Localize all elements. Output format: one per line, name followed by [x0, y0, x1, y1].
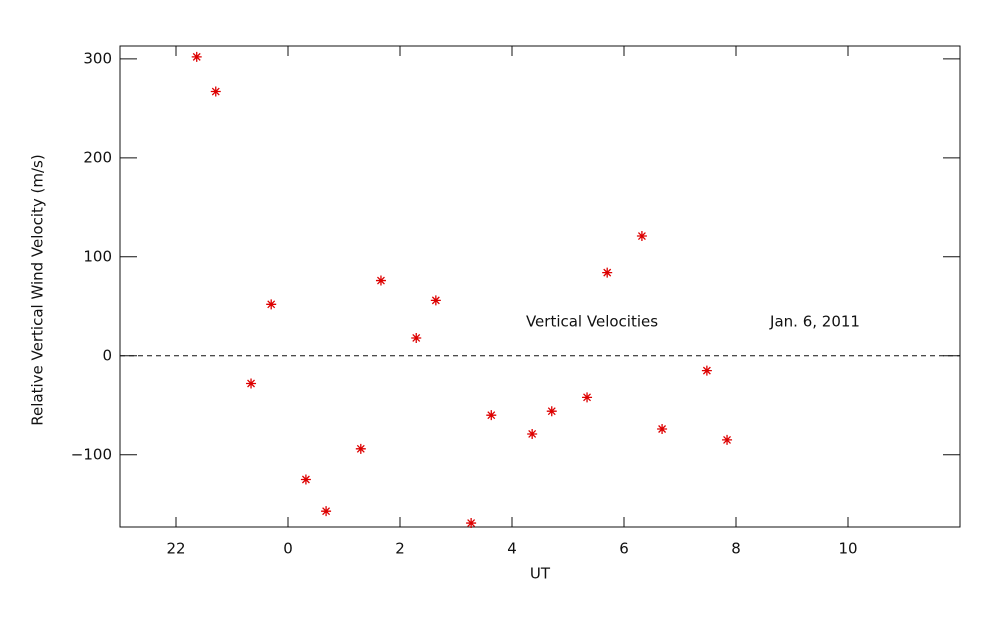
point: [701, 365, 712, 376]
point: [636, 231, 647, 242]
annotation: Vertical Velocities: [526, 313, 658, 331]
point: [546, 406, 557, 417]
x-tick-label: 2: [395, 540, 405, 558]
point: [466, 518, 477, 529]
x-axis-label: UT: [530, 565, 551, 583]
point: [582, 392, 593, 403]
point: [191, 51, 202, 62]
point: [430, 295, 441, 306]
annotation: Jan. 6, 2011: [769, 313, 860, 331]
point: [602, 267, 613, 278]
y-axis-label: Relative Vertical Wind Velocity (m/s): [29, 154, 47, 425]
point: [246, 378, 257, 389]
point: [300, 474, 311, 485]
point: [375, 275, 386, 286]
point: [355, 443, 366, 454]
plot-frame: [119, 45, 961, 528]
x-tick-label: 8: [731, 540, 741, 558]
x-tick-label: 10: [838, 540, 857, 558]
point: [486, 410, 497, 421]
point: [411, 332, 422, 343]
y-tick-label: −100: [71, 445, 112, 463]
x-tick-label: 0: [283, 540, 293, 558]
point: [722, 434, 733, 445]
y-tick-label: 200: [83, 148, 112, 166]
x-tick-label: 4: [507, 540, 517, 558]
y-tick-label: 0: [102, 346, 112, 364]
point: [657, 424, 668, 435]
point: [321, 506, 332, 517]
y-tick-label: 300: [83, 49, 112, 67]
x-tick-label: 22: [166, 540, 185, 558]
y-tick-label: 100: [83, 247, 112, 265]
point: [527, 428, 538, 439]
point: [266, 299, 277, 310]
point: [210, 86, 221, 97]
x-tick-label: 6: [619, 540, 629, 558]
